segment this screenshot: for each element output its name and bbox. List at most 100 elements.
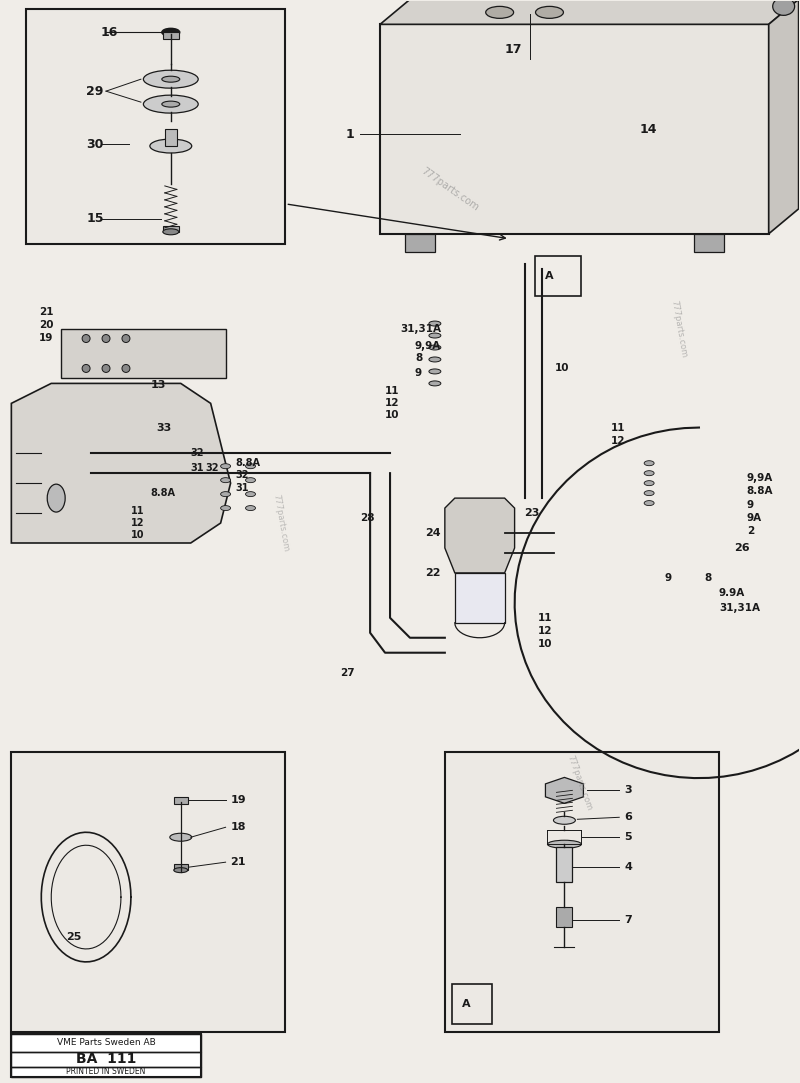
Polygon shape (174, 797, 188, 805)
Ellipse shape (246, 492, 255, 497)
Text: 9,9A: 9,9A (746, 473, 773, 483)
Circle shape (102, 335, 110, 342)
Text: 2: 2 (746, 526, 754, 536)
Text: 28: 28 (360, 513, 374, 523)
Ellipse shape (535, 6, 563, 18)
Text: 21: 21 (230, 857, 246, 867)
Text: 8: 8 (415, 353, 422, 364)
Polygon shape (546, 778, 583, 804)
Text: 10: 10 (554, 364, 569, 374)
Ellipse shape (246, 478, 255, 483)
Text: 31: 31 (190, 464, 204, 473)
Text: 10: 10 (538, 639, 552, 649)
Text: 9A: 9A (746, 513, 762, 523)
Polygon shape (380, 24, 769, 234)
Text: 19: 19 (39, 332, 54, 342)
Ellipse shape (554, 817, 575, 824)
Text: 9.9A: 9.9A (719, 588, 745, 598)
Ellipse shape (773, 0, 794, 15)
Polygon shape (26, 10, 286, 244)
Text: 8.8A: 8.8A (746, 486, 774, 496)
Ellipse shape (486, 6, 514, 18)
Ellipse shape (163, 229, 178, 235)
Text: 33: 33 (156, 423, 171, 433)
Text: 12: 12 (538, 626, 552, 636)
Ellipse shape (143, 95, 198, 113)
Polygon shape (174, 864, 188, 870)
Text: 8.8A: 8.8A (235, 458, 261, 468)
Ellipse shape (47, 484, 65, 512)
Text: 5: 5 (624, 832, 632, 843)
Polygon shape (445, 753, 719, 1032)
Text: 1: 1 (345, 128, 354, 141)
Text: 11: 11 (538, 613, 552, 623)
Text: 3: 3 (624, 785, 632, 795)
Text: 777parts.com: 777parts.com (670, 299, 689, 358)
Text: 19: 19 (230, 795, 246, 806)
Polygon shape (11, 753, 286, 1032)
Text: 24: 24 (425, 529, 441, 538)
Text: 10: 10 (385, 410, 399, 420)
Text: 20: 20 (39, 319, 54, 329)
Text: 6: 6 (624, 812, 632, 822)
Text: A: A (462, 999, 470, 1008)
Ellipse shape (221, 464, 230, 469)
Polygon shape (557, 908, 572, 927)
Text: 9: 9 (746, 500, 754, 510)
Text: 9: 9 (415, 368, 422, 378)
Text: 26: 26 (734, 543, 750, 553)
Polygon shape (11, 383, 230, 543)
Ellipse shape (221, 492, 230, 497)
Text: 16: 16 (101, 26, 118, 39)
Text: 27: 27 (340, 667, 355, 678)
Text: 23: 23 (525, 508, 540, 518)
Text: 12: 12 (131, 518, 145, 529)
Text: 777parts.com: 777parts.com (565, 754, 594, 811)
Text: 32: 32 (190, 448, 204, 458)
Text: 12: 12 (611, 436, 626, 446)
Text: 9: 9 (664, 573, 671, 583)
Text: 17: 17 (505, 42, 522, 55)
Circle shape (82, 335, 90, 342)
Ellipse shape (644, 481, 654, 485)
Ellipse shape (143, 70, 198, 88)
Text: 18: 18 (230, 822, 246, 832)
Text: 8.8A: 8.8A (151, 488, 176, 498)
Polygon shape (405, 234, 435, 251)
Text: 10: 10 (131, 530, 145, 540)
Ellipse shape (221, 506, 230, 510)
Text: 777parts.com: 777parts.com (271, 494, 290, 552)
Ellipse shape (221, 478, 230, 483)
Polygon shape (445, 498, 514, 573)
Polygon shape (694, 234, 724, 251)
Text: A: A (545, 271, 553, 280)
Text: 31,31A: 31,31A (719, 603, 760, 613)
Text: BA  111: BA 111 (76, 1053, 136, 1066)
Text: 7: 7 (624, 915, 632, 925)
Text: 11: 11 (131, 506, 145, 517)
Text: 11: 11 (611, 423, 626, 433)
Polygon shape (61, 328, 226, 378)
Text: 30: 30 (86, 138, 103, 151)
Polygon shape (455, 573, 505, 623)
Polygon shape (163, 226, 178, 232)
Ellipse shape (644, 500, 654, 506)
Polygon shape (163, 32, 178, 39)
Ellipse shape (162, 28, 180, 37)
Text: 8: 8 (704, 573, 711, 583)
Text: 11: 11 (385, 387, 399, 396)
Ellipse shape (246, 464, 255, 469)
Text: 777parts.com: 777parts.com (419, 166, 481, 212)
Ellipse shape (644, 491, 654, 496)
Ellipse shape (174, 867, 188, 873)
Ellipse shape (429, 369, 441, 374)
Circle shape (122, 335, 130, 342)
Ellipse shape (429, 381, 441, 386)
Text: 31: 31 (235, 483, 249, 493)
Ellipse shape (644, 460, 654, 466)
Text: 31,31A: 31,31A (400, 324, 441, 334)
Polygon shape (557, 847, 572, 883)
Ellipse shape (429, 357, 441, 362)
Ellipse shape (150, 139, 192, 153)
Text: 32: 32 (235, 470, 249, 480)
